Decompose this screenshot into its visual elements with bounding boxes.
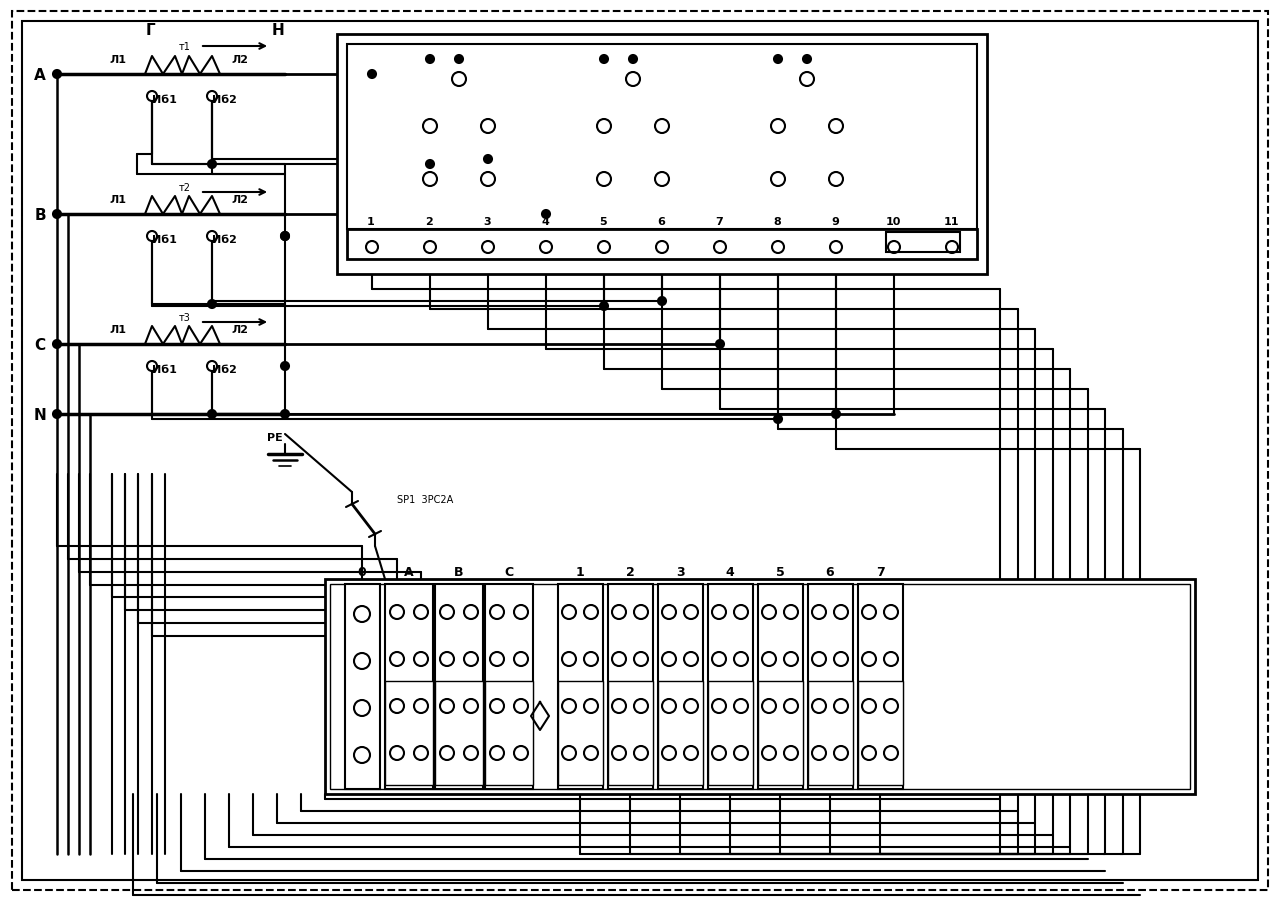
Bar bbox=[435, 584, 483, 789]
Circle shape bbox=[426, 161, 434, 169]
Text: 7: 7 bbox=[716, 216, 723, 226]
Bar bbox=[385, 584, 433, 789]
Text: 3: 3 bbox=[483, 216, 490, 226]
Bar bbox=[385, 681, 433, 785]
Bar bbox=[808, 584, 852, 789]
Circle shape bbox=[628, 56, 637, 64]
Text: Иб2: Иб2 bbox=[211, 235, 237, 244]
Text: Г: Г bbox=[145, 23, 155, 38]
Circle shape bbox=[282, 233, 289, 241]
Bar bbox=[886, 233, 960, 253]
Text: т2: т2 bbox=[179, 183, 191, 193]
Circle shape bbox=[369, 71, 376, 78]
Bar bbox=[658, 584, 703, 789]
Text: 3: 3 bbox=[676, 566, 685, 579]
Circle shape bbox=[454, 56, 463, 64]
Bar bbox=[337, 35, 987, 275]
Circle shape bbox=[774, 56, 782, 64]
Text: N: N bbox=[33, 407, 46, 422]
Text: 7: 7 bbox=[876, 566, 884, 579]
Text: Л2: Л2 bbox=[232, 195, 248, 205]
Bar bbox=[325, 579, 1196, 794]
Circle shape bbox=[541, 211, 550, 219]
Bar bbox=[658, 681, 703, 785]
Text: Л2: Л2 bbox=[232, 55, 248, 65]
Text: Л2: Л2 bbox=[232, 325, 248, 335]
Circle shape bbox=[209, 300, 216, 308]
Bar bbox=[558, 681, 603, 785]
Bar bbox=[608, 584, 653, 789]
Text: А: А bbox=[35, 68, 46, 82]
Circle shape bbox=[484, 156, 492, 164]
Bar bbox=[347, 230, 977, 260]
Circle shape bbox=[426, 56, 434, 64]
Circle shape bbox=[658, 298, 666, 306]
Text: 2: 2 bbox=[626, 566, 635, 579]
Text: С: С bbox=[35, 337, 46, 352]
Text: Иб1: Иб1 bbox=[151, 95, 177, 105]
Text: т3: т3 bbox=[179, 313, 191, 323]
Text: 6: 6 bbox=[657, 216, 664, 226]
Circle shape bbox=[774, 416, 782, 424]
Circle shape bbox=[716, 341, 724, 348]
Circle shape bbox=[209, 410, 216, 419]
Text: 9: 9 bbox=[831, 216, 838, 226]
Bar bbox=[347, 45, 977, 230]
Bar bbox=[485, 681, 532, 785]
Bar bbox=[808, 681, 852, 785]
Text: Л1: Л1 bbox=[110, 195, 127, 205]
Text: Л1: Л1 bbox=[110, 325, 127, 335]
Text: Иб2: Иб2 bbox=[211, 95, 237, 105]
Bar bbox=[346, 584, 380, 789]
Bar bbox=[435, 681, 483, 785]
Circle shape bbox=[282, 233, 289, 241]
Text: SP1  3PC2A: SP1 3PC2A bbox=[397, 494, 453, 504]
Text: Иб1: Иб1 bbox=[151, 364, 177, 374]
Text: 4: 4 bbox=[726, 566, 735, 579]
Text: A: A bbox=[404, 566, 413, 579]
Text: 5: 5 bbox=[599, 216, 607, 226]
Bar bbox=[330, 584, 1190, 789]
Text: Н: Н bbox=[271, 23, 284, 38]
Text: B: B bbox=[454, 566, 463, 579]
Bar bbox=[485, 584, 532, 789]
Circle shape bbox=[803, 56, 812, 64]
Text: РЕ: РЕ bbox=[268, 433, 283, 443]
Bar bbox=[708, 681, 753, 785]
Text: 0: 0 bbox=[357, 566, 366, 579]
Bar bbox=[758, 584, 803, 789]
Text: Иб2: Иб2 bbox=[211, 364, 237, 374]
Bar bbox=[858, 584, 902, 789]
Circle shape bbox=[282, 410, 289, 419]
Text: Иб1: Иб1 bbox=[151, 235, 177, 244]
Circle shape bbox=[52, 341, 61, 348]
Bar bbox=[608, 681, 653, 785]
Text: 10: 10 bbox=[886, 216, 901, 226]
Bar bbox=[858, 681, 902, 785]
Circle shape bbox=[600, 303, 608, 310]
Text: 8: 8 bbox=[773, 216, 781, 226]
Circle shape bbox=[600, 56, 608, 64]
Text: C: C bbox=[504, 566, 513, 579]
Text: 1: 1 bbox=[367, 216, 375, 226]
Bar bbox=[758, 681, 803, 785]
Circle shape bbox=[282, 363, 289, 371]
Circle shape bbox=[52, 410, 61, 419]
Circle shape bbox=[832, 410, 840, 419]
Bar bbox=[708, 584, 753, 789]
Text: 6: 6 bbox=[826, 566, 835, 579]
Text: 2: 2 bbox=[425, 216, 433, 226]
Text: 1: 1 bbox=[576, 566, 585, 579]
Circle shape bbox=[52, 211, 61, 219]
Circle shape bbox=[209, 161, 216, 169]
Text: 5: 5 bbox=[776, 566, 785, 579]
Text: 11: 11 bbox=[943, 216, 959, 226]
Bar bbox=[558, 584, 603, 789]
Text: 4: 4 bbox=[541, 216, 549, 226]
Text: т1: т1 bbox=[179, 42, 191, 52]
Circle shape bbox=[52, 71, 61, 78]
Text: Л1: Л1 bbox=[110, 55, 127, 65]
Text: В: В bbox=[35, 207, 46, 222]
